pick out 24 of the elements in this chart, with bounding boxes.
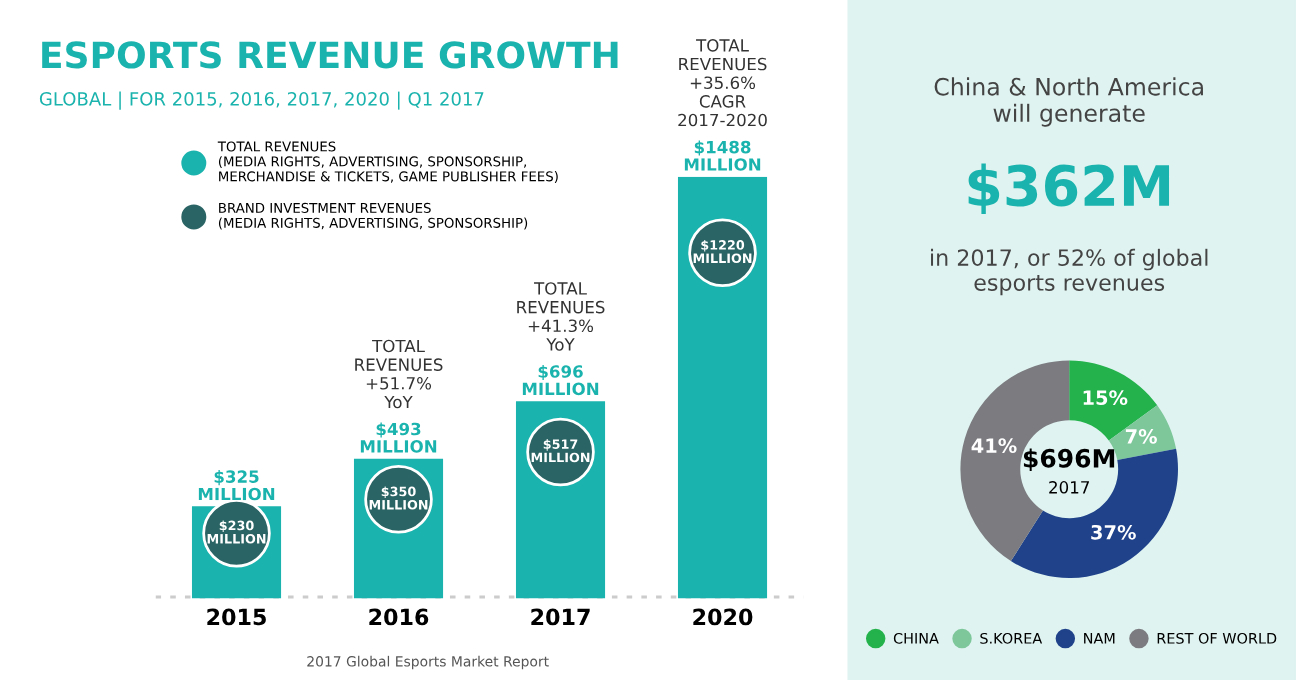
donut-slice <box>1069 360 1158 441</box>
data-label: 7% <box>1125 429 1157 444</box>
data-label: 15% <box>1083 390 1128 406</box>
x-tick-label: 2017 <box>531 608 590 626</box>
data-label: $696 MILLION <box>522 364 599 396</box>
chart-title: China & North America will generate <box>934 77 1203 127</box>
annotation: TOTAL REVENUES +41.3% YoY <box>517 282 605 351</box>
data-label: 41% <box>971 438 1017 453</box>
x-tick-label: 2020 <box>693 608 753 626</box>
chart-title: ESPORTS REVENUE GROWTH <box>42 41 618 69</box>
x-tick-label: 2015 <box>207 608 266 626</box>
x-tick-label: 2016 <box>369 608 429 626</box>
data-label: 37% <box>1091 524 1136 540</box>
text: 2017 <box>1049 481 1089 494</box>
text: TOTAL REVENUES +35.6% CAGR 2017-2020 <box>678 39 767 127</box>
chart-subtitle: $362M <box>968 163 1170 214</box>
text: in 2017, or 52% of global esports revenues <box>931 248 1208 296</box>
data-label: $493 MILLION <box>360 422 437 453</box>
data-label: $1488 MILLION <box>684 140 761 171</box>
text: $696M <box>1023 448 1115 472</box>
data-label: $325 MILLION <box>198 470 275 501</box>
chart-subtitle: GLOBAL | FOR 2015, 2016, 2017, 2020 | Q1 2017 <box>39 91 484 110</box>
bar <box>677 176 768 599</box>
annotation: TOTAL REVENUES +51.7% YoY <box>355 339 443 409</box>
